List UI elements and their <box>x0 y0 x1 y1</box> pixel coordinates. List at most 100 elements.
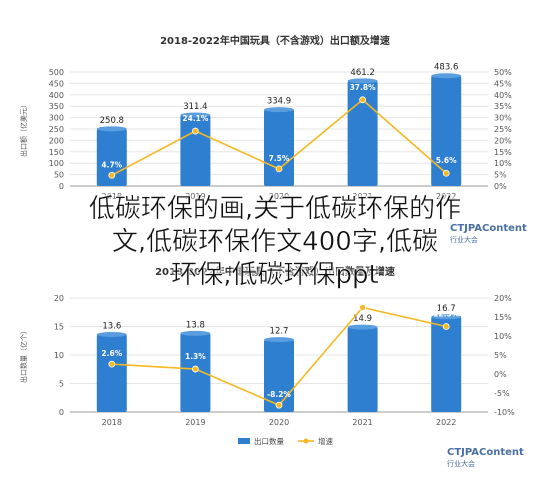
chart-title: 2018-2022年中国玩具（不含游戏）出口数量及增速 <box>155 265 395 278</box>
bar-value-label: 250.8 <box>100 116 124 126</box>
y-left-tick-label: 450 <box>49 79 64 88</box>
y-left-tick-label: 500 <box>49 68 64 77</box>
growth-point <box>191 127 199 135</box>
watermark-bottom: CTJPAContent 行业大会 <box>447 440 524 469</box>
y-right-tick-label: 45% <box>494 79 512 88</box>
y-right-tick-label: 10% <box>494 159 512 168</box>
bar-2022 <box>431 316 462 412</box>
y-right-tick-label: 30% <box>494 114 512 123</box>
y-left-tick-label: 20 <box>54 294 64 303</box>
watermark-brand: CTJPAContent <box>447 447 524 458</box>
legend-label-line: 增速 <box>318 436 333 446</box>
y-left-axis-label: 出口额（亿美元） <box>19 101 28 157</box>
y-left-axis-label: 出口数量（亿个） <box>19 327 28 383</box>
growth-point-label: 1.3% <box>185 352 206 361</box>
growth-point <box>359 96 367 104</box>
growth-point-label: 4.7% <box>101 160 122 169</box>
bar-2019 <box>180 115 211 186</box>
x-tick-label: 2021 <box>352 418 372 427</box>
growth-point <box>108 360 116 368</box>
y-right-tick-label: -5% <box>494 389 510 398</box>
bar-value-label: 461.2 <box>350 68 374 78</box>
y-right-tick-label: 15% <box>494 313 512 322</box>
bar-value-label: 13.8 <box>186 320 205 330</box>
growth-point-label: 37.8% <box>350 83 377 92</box>
y-left-tick-label: 0 <box>59 182 64 191</box>
y-left-tick-label: 300 <box>49 114 64 123</box>
bar-cap <box>96 126 127 132</box>
y-left-tick-label: 350 <box>49 102 64 111</box>
x-tick-label: 2019 <box>185 418 205 427</box>
bar-value-label: 16.7 <box>437 304 456 314</box>
growth-point <box>191 365 199 373</box>
legend-label-bar: 出口数量 <box>254 436 284 446</box>
bar-2022 <box>431 75 462 186</box>
bar-2019 <box>180 333 211 412</box>
x-tick-label: 2018 <box>102 418 122 427</box>
y-right-tick-label: 5% <box>494 351 507 360</box>
watermark-top: CTJPAContent 行业大会 <box>450 216 527 245</box>
y-right-tick-label: 0% <box>494 370 507 379</box>
bar-value-label: 14.9 <box>353 314 372 324</box>
bar-value-label: 12.7 <box>270 327 289 337</box>
growth-point <box>108 171 116 179</box>
bar-value-label: 334.9 <box>267 97 291 107</box>
y-right-tick-label: 10% <box>494 332 512 341</box>
x-tick-label: 2022 <box>436 418 456 427</box>
y-right-tick-label: 0% <box>494 182 507 191</box>
x-tick-label: 2022 <box>436 192 456 201</box>
bar-cap <box>264 337 294 343</box>
bar-cap <box>347 78 378 84</box>
bar-2018 <box>96 334 127 412</box>
overlay-text-line-3: 环保,低碳环保ppt <box>171 260 379 290</box>
bar-2021 <box>347 327 378 412</box>
y-right-tick-label: 20% <box>494 136 512 145</box>
bar-value-label: 483.6 <box>434 63 458 73</box>
bar-2020 <box>264 109 294 186</box>
y-right-tick-label: 40% <box>494 91 512 100</box>
y-right-tick-label: 20% <box>494 294 512 303</box>
y-right-tick-label: 50% <box>494 68 512 77</box>
watermark-sub: 行业大会 <box>447 460 475 468</box>
y-left-tick-label: 100 <box>49 159 64 168</box>
growth-point <box>442 169 450 177</box>
bar-cap <box>347 324 378 330</box>
y-left-tick-label: 0 <box>59 408 64 417</box>
growth-point <box>275 165 283 173</box>
growth-point <box>275 401 283 409</box>
growth-point-label: 5.6% <box>436 156 457 165</box>
watermark-brand: CTJPAContent <box>450 223 527 234</box>
bar-cap <box>264 107 294 113</box>
x-tick-label: 2018 <box>102 192 122 201</box>
growth-point-label: 7.5% <box>269 154 290 163</box>
y-right-tick-label: -10% <box>494 408 515 417</box>
bar-cap <box>96 331 127 337</box>
legend-swatch-bar <box>238 438 250 444</box>
y-right-tick-label: 5% <box>494 171 507 180</box>
y-right-tick-label: 35% <box>494 102 512 111</box>
y-left-tick-label: 5 <box>59 380 64 389</box>
chart-title: 2018-2022年中国玩具（不含游戏）出口额及增速 <box>160 34 390 47</box>
y-left-tick-label: 50 <box>54 171 64 180</box>
watermark-sub: 行业大会 <box>450 236 478 244</box>
x-tick-label: 2019 <box>185 192 205 201</box>
bar-cap <box>431 73 462 79</box>
x-tick-label: 2020 <box>269 192 289 201</box>
growth-point-label: -8.2% <box>267 390 291 399</box>
growth-point <box>442 323 450 330</box>
growth-point-label: 24.1% <box>182 114 209 123</box>
overlay-text-line-2: 文,低碳环保作文400字,低碳 <box>111 227 439 257</box>
growth-point-label: 2.6% <box>101 349 122 358</box>
y-left-tick-label: 200 <box>49 136 64 145</box>
y-right-tick-label: 25% <box>494 125 512 134</box>
legend-swatch-point <box>303 438 309 444</box>
y-left-tick-label: 400 <box>49 91 64 100</box>
x-tick-label: 2020 <box>269 418 289 427</box>
overlay-text-line-1: 低碳环保的画,关于低碳环保的作 <box>88 194 462 224</box>
y-right-tick-label: 15% <box>494 148 512 157</box>
y-left-tick-label: 10 <box>54 351 64 360</box>
x-tick-label: 2021 <box>352 192 372 201</box>
bar-cap <box>180 330 211 336</box>
